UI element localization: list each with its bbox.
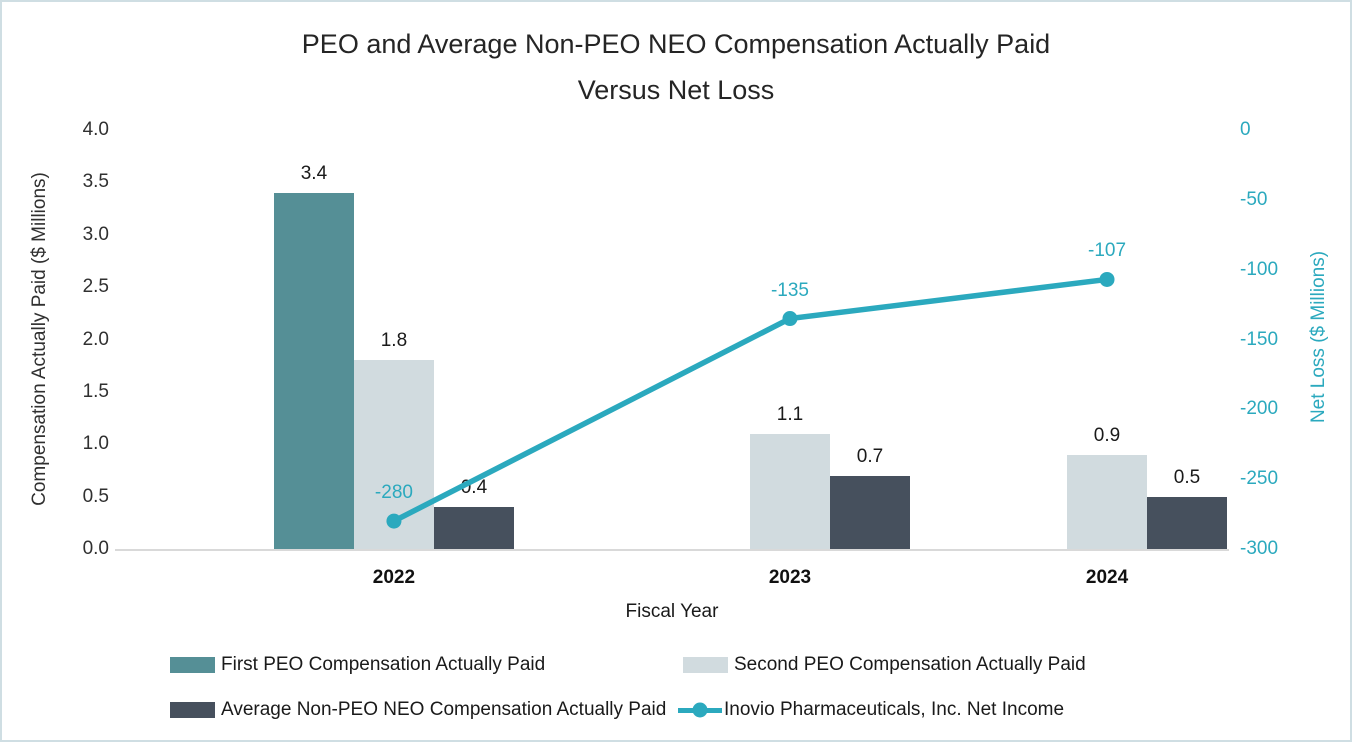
plot-area: 3.4 1.8 1.1 0.9 0.4 0.7 0.5 -280 -135 -107 bbox=[115, 130, 1229, 551]
right-axis-tick-label: -300 bbox=[1240, 538, 1279, 559]
right-axis-tick-label: -100 bbox=[1240, 258, 1279, 280]
line-marker-icon bbox=[678, 702, 722, 718]
bar-2023 bbox=[829, 475, 910, 549]
net-income-line-chart bbox=[386, 271, 1115, 529]
legend-label-first-peo: First PEO Compensation Actually Paid bbox=[221, 654, 546, 675]
left-axis-tick-label: 1.5 bbox=[82, 380, 109, 402]
legend-item-net-income: Inovio Pharmaceuticals, Inc. Net Income bbox=[678, 699, 1064, 721]
legend-label-net-income: Inovio Pharmaceuticals, Inc. Net Income bbox=[724, 699, 1065, 720]
bar-value-label: 3.4 bbox=[300, 162, 328, 184]
line-point-marker bbox=[386, 513, 402, 529]
bar-2023 bbox=[749, 433, 830, 549]
left-axis-tick-label: 2.0 bbox=[82, 328, 109, 350]
x-category-label-2024: 2024 bbox=[1085, 567, 1129, 588]
line-value-label: -107 bbox=[1088, 240, 1127, 262]
legend-swatch-avg-non-peo bbox=[170, 702, 215, 718]
x-category-label-2022: 2022 bbox=[372, 567, 416, 588]
line-marker-dot-icon bbox=[692, 702, 708, 718]
left-axis-tick-label: 2.5 bbox=[82, 276, 109, 298]
right-axis-title: Net Loss ($ Millions) bbox=[1308, 250, 1329, 424]
left-axis-title: Compensation Actually Paid ($ Millions) bbox=[29, 172, 50, 506]
net-income-line bbox=[392, 276, 1108, 524]
legend-label-second-peo: Second PEO Compensation Actually Paid bbox=[734, 654, 1086, 675]
left-axis-tick-label: 0.5 bbox=[82, 485, 109, 507]
x-category-labels: 2022 2023 2024 bbox=[115, 567, 1229, 591]
legend-item-first-peo: First PEO Compensation Actually Paid bbox=[170, 654, 545, 676]
right-axis-tick-label: -150 bbox=[1240, 328, 1279, 350]
left-axis-tick-label: 1.0 bbox=[82, 433, 109, 455]
left-axis-tick-label: 0.0 bbox=[82, 538, 109, 559]
legend-item-avg-non-peo: Average Non-PEO NEO Compensation Actuall… bbox=[170, 699, 666, 721]
left-axis-tick-label: 4.0 bbox=[82, 119, 109, 140]
x-axis-title: Fiscal Year bbox=[625, 601, 719, 622]
bar-value-label: 0.9 bbox=[1093, 424, 1121, 446]
bar-2024 bbox=[1067, 454, 1148, 549]
bar-2022 bbox=[273, 192, 354, 549]
right-axis-ticks: 0 -50 -100 -150 -200 -250 -300 bbox=[1240, 119, 1350, 559]
chart-subtitle: Versus Net Loss bbox=[577, 75, 775, 105]
line-point-marker bbox=[782, 311, 798, 327]
legend-swatch-first-peo bbox=[170, 657, 215, 673]
bar-value-label: 0.5 bbox=[1173, 466, 1201, 488]
line-value-label: -280 bbox=[374, 482, 413, 504]
left-axis-tick-label: 3.5 bbox=[82, 171, 109, 193]
line-value-label: -135 bbox=[770, 279, 809, 301]
bar-2024 bbox=[1147, 496, 1228, 549]
bar-2022 bbox=[433, 507, 514, 549]
chart-title-block: PEO and Average Non-PEO NEO Compensation… bbox=[2, 21, 1350, 113]
line-point-marker bbox=[1099, 271, 1115, 287]
chart-title: PEO and Average Non-PEO NEO Compensation… bbox=[301, 29, 1051, 59]
left-axis-ticks: 4.0 3.5 3.0 2.5 2.0 1.5 1.0 0.5 0.0 bbox=[2, 119, 109, 559]
right-axis-tick-label: -200 bbox=[1240, 398, 1279, 420]
left-axis-tick-label: 3.0 bbox=[82, 223, 109, 245]
bar-value-label: 1.8 bbox=[380, 330, 408, 352]
right-axis-tick-label: -250 bbox=[1240, 468, 1279, 490]
bar-value-label: 1.1 bbox=[776, 403, 804, 425]
right-axis-tick-label: 0 bbox=[1240, 119, 1251, 140]
legend-item-second-peo: Second PEO Compensation Actually Paid bbox=[683, 654, 1086, 676]
legend-swatch-second-peo bbox=[683, 657, 728, 673]
right-axis-tick-label: -50 bbox=[1240, 188, 1268, 210]
x-category-label-2023: 2023 bbox=[768, 567, 812, 588]
bar-value-label: 0.7 bbox=[856, 445, 884, 467]
legend-label-avg-non-peo: Average Non-PEO NEO Compensation Actuall… bbox=[221, 699, 667, 720]
